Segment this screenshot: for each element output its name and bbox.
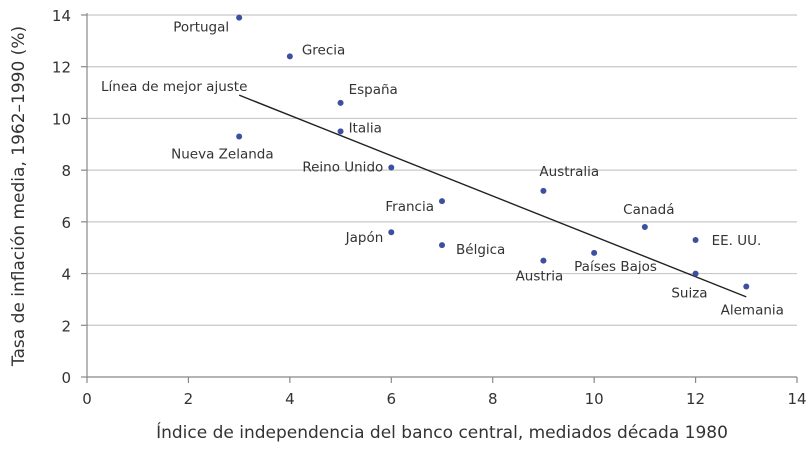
point-label: Reino Unido	[302, 160, 383, 176]
point-label: Suiza	[671, 286, 707, 302]
fit-line	[238, 94, 747, 298]
data-point	[540, 257, 547, 264]
point-label: Austria	[516, 269, 564, 285]
data-point	[692, 270, 699, 277]
x-tick-label: 10	[585, 390, 604, 408]
x-tick-label: 6	[387, 390, 397, 408]
point-label: Italia	[349, 120, 382, 136]
axes: 0 2 4 6 8 10 12 14 0 2 4 6 8 10 12 14	[52, 7, 807, 408]
data-point	[337, 99, 344, 106]
y-axis-label: Tasa de inflación media, 1962–1990 (%)	[9, 26, 29, 367]
x-axis-label: Índice de independencia del banco centra…	[156, 421, 728, 443]
data-point	[641, 224, 648, 231]
point-label: Alemania	[721, 303, 784, 319]
y-tick-label: 14	[52, 7, 71, 25]
point-label: España	[349, 82, 398, 98]
y-tick-label: 12	[52, 59, 71, 77]
points: Portugal Grecia España Italia Nueva Zelanda R…	[171, 14, 784, 319]
point-label: EE. UU.	[712, 233, 762, 249]
x-tick-label: 14	[787, 390, 806, 408]
x-tick-label: 8	[488, 390, 498, 408]
point-label: Grecia	[302, 42, 345, 58]
y-tick-label: 6	[61, 214, 71, 232]
fit-line-group: Línea de mejor ajuste	[101, 79, 747, 298]
x-tick-label: 12	[686, 390, 705, 408]
point-label: Australia	[539, 164, 599, 180]
point-label: Japón	[345, 230, 384, 246]
x-tick-label: 4	[285, 390, 295, 408]
point-label: Francia	[385, 199, 434, 215]
point-label: Nueva Zelanda	[171, 147, 274, 163]
y-tick-label: 0	[61, 369, 71, 387]
data-point	[591, 249, 598, 256]
point-label: Países Bajos	[574, 259, 657, 275]
data-point	[388, 164, 395, 171]
data-point	[439, 198, 445, 205]
point-label: Bélgica	[456, 242, 505, 258]
data-point	[236, 133, 243, 140]
grid	[87, 14, 797, 326]
y-tick-label: 2	[61, 317, 71, 335]
point-label: Portugal	[173, 20, 229, 36]
x-tick-label: 0	[82, 390, 92, 408]
point-label: Canadá	[623, 202, 674, 218]
x-tick-label: 2	[184, 390, 194, 408]
data-point	[692, 236, 699, 243]
fit-line-label: Línea de mejor ajuste	[101, 79, 247, 95]
y-tick-label: 10	[52, 110, 71, 128]
data-point	[388, 229, 395, 236]
data-point	[540, 187, 547, 194]
data-point	[337, 128, 344, 135]
y-tick-label: 4	[61, 266, 71, 284]
data-point	[286, 53, 293, 60]
y-tick-label: 8	[61, 162, 71, 180]
data-point	[236, 14, 243, 21]
data-point	[439, 242, 445, 249]
data-point	[743, 283, 750, 290]
